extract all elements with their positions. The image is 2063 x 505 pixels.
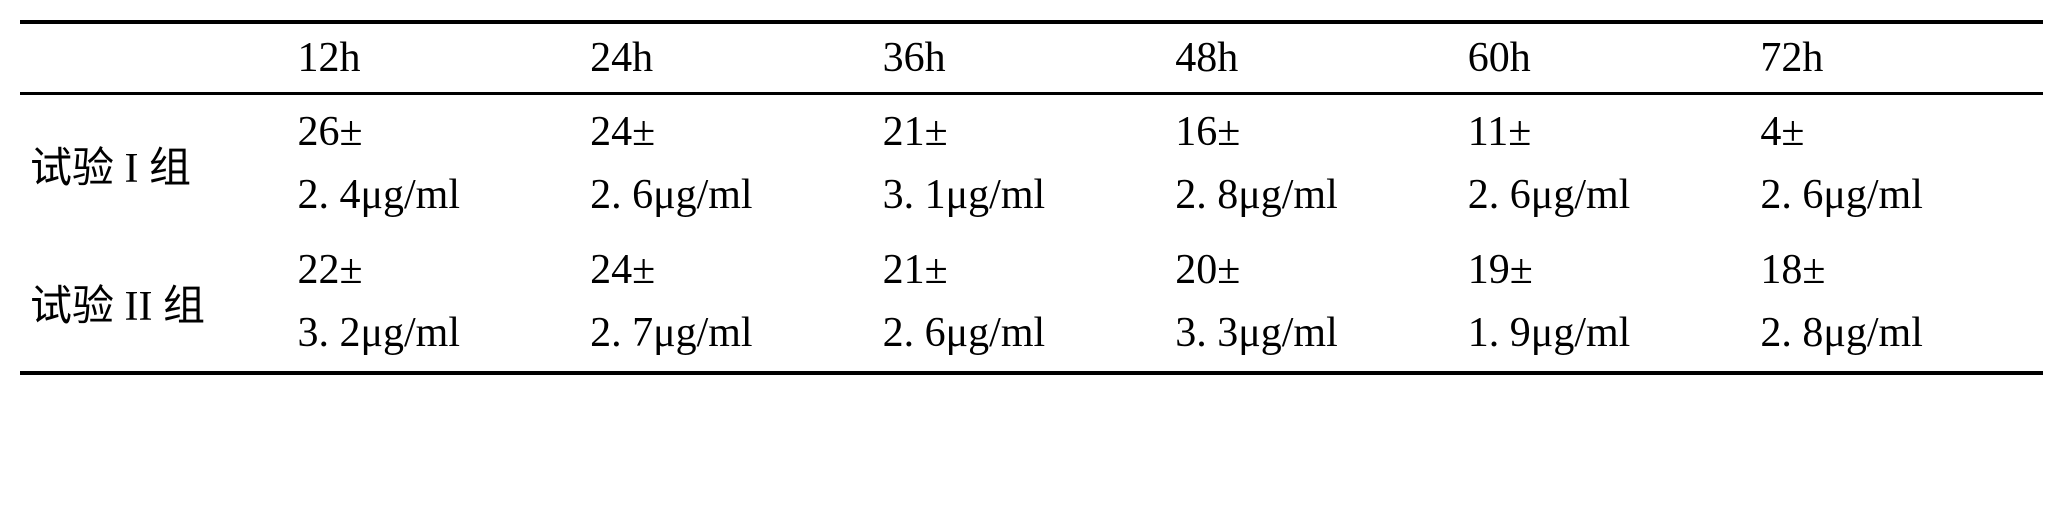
cell-sd: 2. 6μg/ml <box>1468 164 1741 227</box>
cell-value: 16± <box>1175 101 1448 164</box>
cell-value: 24± <box>590 239 863 302</box>
cell-sd: 3. 2μg/ml <box>297 302 570 365</box>
cell-value: 20± <box>1175 239 1448 302</box>
cell-value: 4± <box>1760 101 2033 164</box>
data-cell: 18± 2. 8μg/ml <box>1750 233 2043 373</box>
cell-sd: 2. 6μg/ml <box>1760 164 2033 227</box>
table-row: 试验 I 组 26± 2. 4μg/ml 24± 2. 6μg/ml 21± 3… <box>20 94 2043 234</box>
data-cell: 11± 2. 6μg/ml <box>1458 94 1751 234</box>
cell-sd: 3. 3μg/ml <box>1175 302 1448 365</box>
cell-value: 11± <box>1468 101 1741 164</box>
data-cell: 26± 2. 4μg/ml <box>287 94 580 234</box>
header-48h: 48h <box>1165 22 1458 94</box>
data-cell: 4± 2. 6μg/ml <box>1750 94 2043 234</box>
cell-sd: 2. 7μg/ml <box>590 302 863 365</box>
header-36h: 36h <box>873 22 1166 94</box>
data-cell: 19± 1. 9μg/ml <box>1458 233 1751 373</box>
header-24h: 24h <box>580 22 873 94</box>
data-cell: 20± 3. 3μg/ml <box>1165 233 1458 373</box>
cell-value: 26± <box>297 101 570 164</box>
header-blank <box>20 22 287 94</box>
cell-sd: 2. 8μg/ml <box>1760 302 2033 365</box>
data-cell: 21± 2. 6μg/ml <box>873 233 1166 373</box>
data-cell: 24± 2. 7μg/ml <box>580 233 873 373</box>
cell-value: 21± <box>883 101 1156 164</box>
cell-value: 22± <box>297 239 570 302</box>
cell-sd: 1. 9μg/ml <box>1468 302 1741 365</box>
data-table-container: 12h 24h 36h 48h 60h 72h 试验 I 组 26± 2. 4μ… <box>20 20 2043 375</box>
data-cell: 21± 3. 1μg/ml <box>873 94 1166 234</box>
cell-value: 21± <box>883 239 1156 302</box>
header-60h: 60h <box>1458 22 1751 94</box>
cell-sd: 3. 1μg/ml <box>883 164 1156 227</box>
cell-sd: 2. 4μg/ml <box>297 164 570 227</box>
data-cell: 16± 2. 8μg/ml <box>1165 94 1458 234</box>
data-table: 12h 24h 36h 48h 60h 72h 试验 I 组 26± 2. 4μ… <box>20 20 2043 375</box>
cell-sd: 2. 6μg/ml <box>590 164 863 227</box>
row-label: 试验 I 组 <box>20 94 287 234</box>
cell-value: 18± <box>1760 239 2033 302</box>
cell-value: 19± <box>1468 239 1741 302</box>
data-cell: 22± 3. 2μg/ml <box>287 233 580 373</box>
row-label: 试验 II 组 <box>20 233 287 373</box>
header-12h: 12h <box>287 22 580 94</box>
cell-value: 24± <box>590 101 863 164</box>
table-row: 试验 II 组 22± 3. 2μg/ml 24± 2. 7μg/ml 21± … <box>20 233 2043 373</box>
header-72h: 72h <box>1750 22 2043 94</box>
cell-sd: 2. 8μg/ml <box>1175 164 1448 227</box>
header-row: 12h 24h 36h 48h 60h 72h <box>20 22 2043 94</box>
data-cell: 24± 2. 6μg/ml <box>580 94 873 234</box>
cell-sd: 2. 6μg/ml <box>883 302 1156 365</box>
